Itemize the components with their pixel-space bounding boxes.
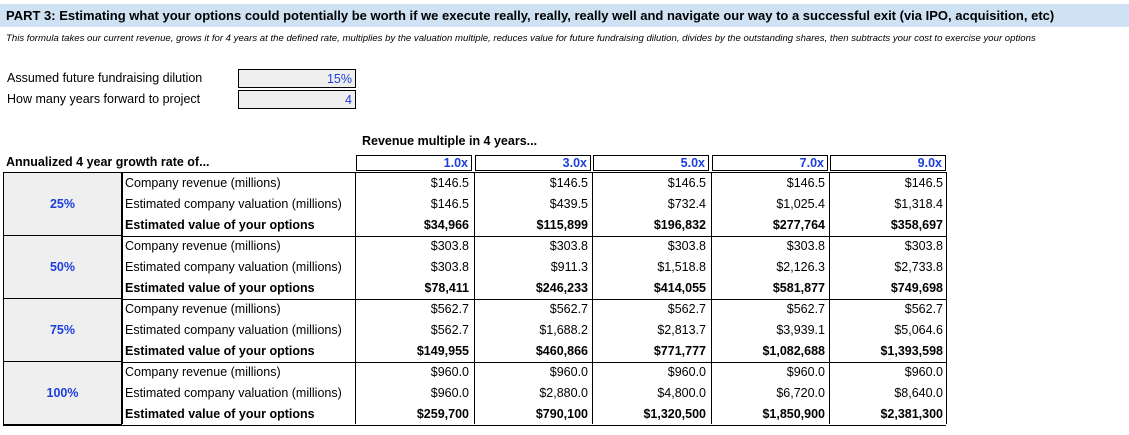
multiple-header[interactable]: 5.0x — [593, 155, 709, 171]
multiple-header[interactable]: 7.0x — [712, 155, 828, 171]
column-divider — [474, 172, 475, 424]
value-cell[interactable]: $439.5 — [549, 197, 588, 211]
growth-rate-cell[interactable]: 100% — [3, 361, 122, 425]
value-cell[interactable]: $6,720.0 — [776, 386, 825, 400]
value-cell[interactable]: $303.8 — [667, 239, 706, 253]
multiple-header[interactable]: 1.0x — [356, 155, 472, 171]
growth-rate-cell[interactable]: 25% — [3, 172, 122, 236]
value-cell[interactable]: $562.7 — [430, 302, 469, 316]
value-cell[interactable]: $1,518.8 — [657, 260, 706, 274]
row-label: Estimated company valuation (millions) — [125, 260, 342, 274]
column-divider — [829, 172, 830, 424]
value-cell[interactable]: $2,733.8 — [894, 260, 943, 274]
row-label: Estimated company valuation (millions) — [125, 197, 342, 211]
value-cell[interactable]: $581,877 — [772, 281, 825, 295]
value-cell[interactable]: $358,697 — [890, 218, 943, 232]
value-cell[interactable]: $749,698 — [890, 281, 943, 295]
value-cell[interactable]: $960.0 — [430, 365, 469, 379]
column-divider — [355, 172, 356, 424]
value-cell[interactable]: $303.8 — [430, 260, 469, 274]
value-cell[interactable]: $1,320,500 — [643, 407, 706, 421]
value-cell[interactable]: $562.7 — [430, 323, 469, 337]
multiple-header[interactable]: 3.0x — [475, 155, 591, 171]
value-cell[interactable]: $562.7 — [786, 302, 825, 316]
value-cell[interactable]: $115,899 — [536, 218, 588, 232]
value-cell[interactable]: $303.8 — [904, 239, 943, 253]
value-cell[interactable]: $1,393,598 — [880, 344, 943, 358]
value-cell[interactable]: $960.0 — [786, 365, 825, 379]
value-cell[interactable]: $911.3 — [550, 260, 588, 274]
row-label: Estimated value of your options — [125, 344, 315, 358]
value-cell[interactable]: $78,411 — [424, 281, 470, 295]
value-cell[interactable]: $146.5 — [430, 176, 469, 190]
value-cell[interactable]: $5,064.6 — [894, 323, 943, 337]
value-cell[interactable]: $1,688.2 — [539, 323, 588, 337]
value-cell[interactable]: $8,640.0 — [894, 386, 943, 400]
column-divider — [946, 172, 947, 424]
value-cell[interactable]: $414,055 — [653, 281, 706, 295]
value-cell[interactable]: $146.5 — [667, 176, 706, 190]
value-cell[interactable]: $149,955 — [416, 344, 469, 358]
row-label: Estimated value of your options — [125, 281, 315, 295]
value-cell[interactable]: $146.5 — [430, 197, 469, 211]
value-cell[interactable]: $460,866 — [535, 344, 588, 358]
value-cell[interactable]: $34,966 — [423, 218, 469, 232]
row-label: Estimated value of your options — [125, 218, 315, 232]
revenue-multiple-title: Revenue multiple in 4 years... — [362, 134, 538, 148]
value-cell[interactable]: $960.0 — [904, 365, 943, 379]
row-label: Company revenue (millions) — [125, 365, 281, 379]
value-cell[interactable]: $2,813.7 — [657, 323, 706, 337]
years-label: How many years forward to project — [7, 92, 201, 106]
column-divider — [592, 172, 593, 424]
growth-rate-cell[interactable]: 50% — [3, 235, 122, 299]
value-cell[interactable]: $146.5 — [549, 176, 588, 190]
row-label: Company revenue (millions) — [125, 302, 281, 316]
value-cell[interactable]: $790,100 — [535, 407, 588, 421]
value-cell[interactable]: $960.0 — [549, 365, 588, 379]
value-cell[interactable]: $3,939.1 — [776, 323, 825, 337]
row-label: Estimated value of your options — [125, 407, 315, 421]
value-cell[interactable]: $196,832 — [653, 218, 706, 232]
value-cell[interactable]: $303.8 — [430, 239, 469, 253]
table-top-border — [3, 172, 946, 173]
value-cell[interactable]: $1,850,900 — [762, 407, 825, 421]
value-cell[interactable]: $562.7 — [904, 302, 943, 316]
group-divider — [3, 425, 946, 426]
value-cell[interactable]: $4,800.0 — [657, 386, 706, 400]
value-cell[interactable]: $960.0 — [430, 386, 469, 400]
value-cell[interactable]: $277,764 — [772, 218, 825, 232]
value-cell[interactable]: $246,233 — [535, 281, 588, 295]
value-cell[interactable]: $732.4 — [667, 197, 706, 211]
growth-rate-cell[interactable]: 75% — [3, 298, 122, 362]
column-divider — [711, 172, 712, 424]
value-cell[interactable]: $562.7 — [549, 302, 588, 316]
section-header: PART 3: Estimating what your options cou… — [0, 4, 1129, 27]
value-cell[interactable]: $1,025.4 — [776, 197, 825, 211]
value-cell[interactable]: $2,880.0 — [539, 386, 588, 400]
value-cell[interactable]: $960.0 — [667, 365, 706, 379]
value-cell[interactable]: $771,777 — [653, 344, 706, 358]
column-divider — [122, 172, 123, 424]
value-cell[interactable]: $562.7 — [667, 302, 706, 316]
value-cell[interactable]: $259,700 — [416, 407, 469, 421]
row-label: Estimated company valuation (millions) — [125, 323, 342, 337]
value-cell[interactable]: $303.8 — [786, 239, 825, 253]
value-cell[interactable]: $1,082,688 — [762, 344, 825, 358]
value-cell[interactable]: $2,381,300 — [880, 407, 943, 421]
growth-rate-title: Annualized 4 year growth rate of... — [6, 155, 210, 169]
section-description: This formula takes our current revenue, … — [6, 33, 1036, 44]
value-cell[interactable]: $146.5 — [786, 176, 825, 190]
value-cell[interactable]: $1,318.4 — [894, 197, 943, 211]
row-label: Company revenue (millions) — [125, 239, 281, 253]
row-label: Company revenue (millions) — [125, 176, 281, 190]
value-cell[interactable]: $146.5 — [904, 176, 943, 190]
years-input[interactable]: 4 — [238, 90, 356, 109]
value-cell[interactable]: $2,126.3 — [776, 260, 825, 274]
value-cell[interactable]: $303.8 — [549, 239, 588, 253]
dilution-label: Assumed future fundraising dilution — [7, 71, 203, 85]
multiple-header[interactable]: 9.0x — [830, 155, 946, 171]
dilution-input[interactable]: 15% — [238, 69, 356, 88]
row-label: Estimated company valuation (millions) — [125, 386, 342, 400]
